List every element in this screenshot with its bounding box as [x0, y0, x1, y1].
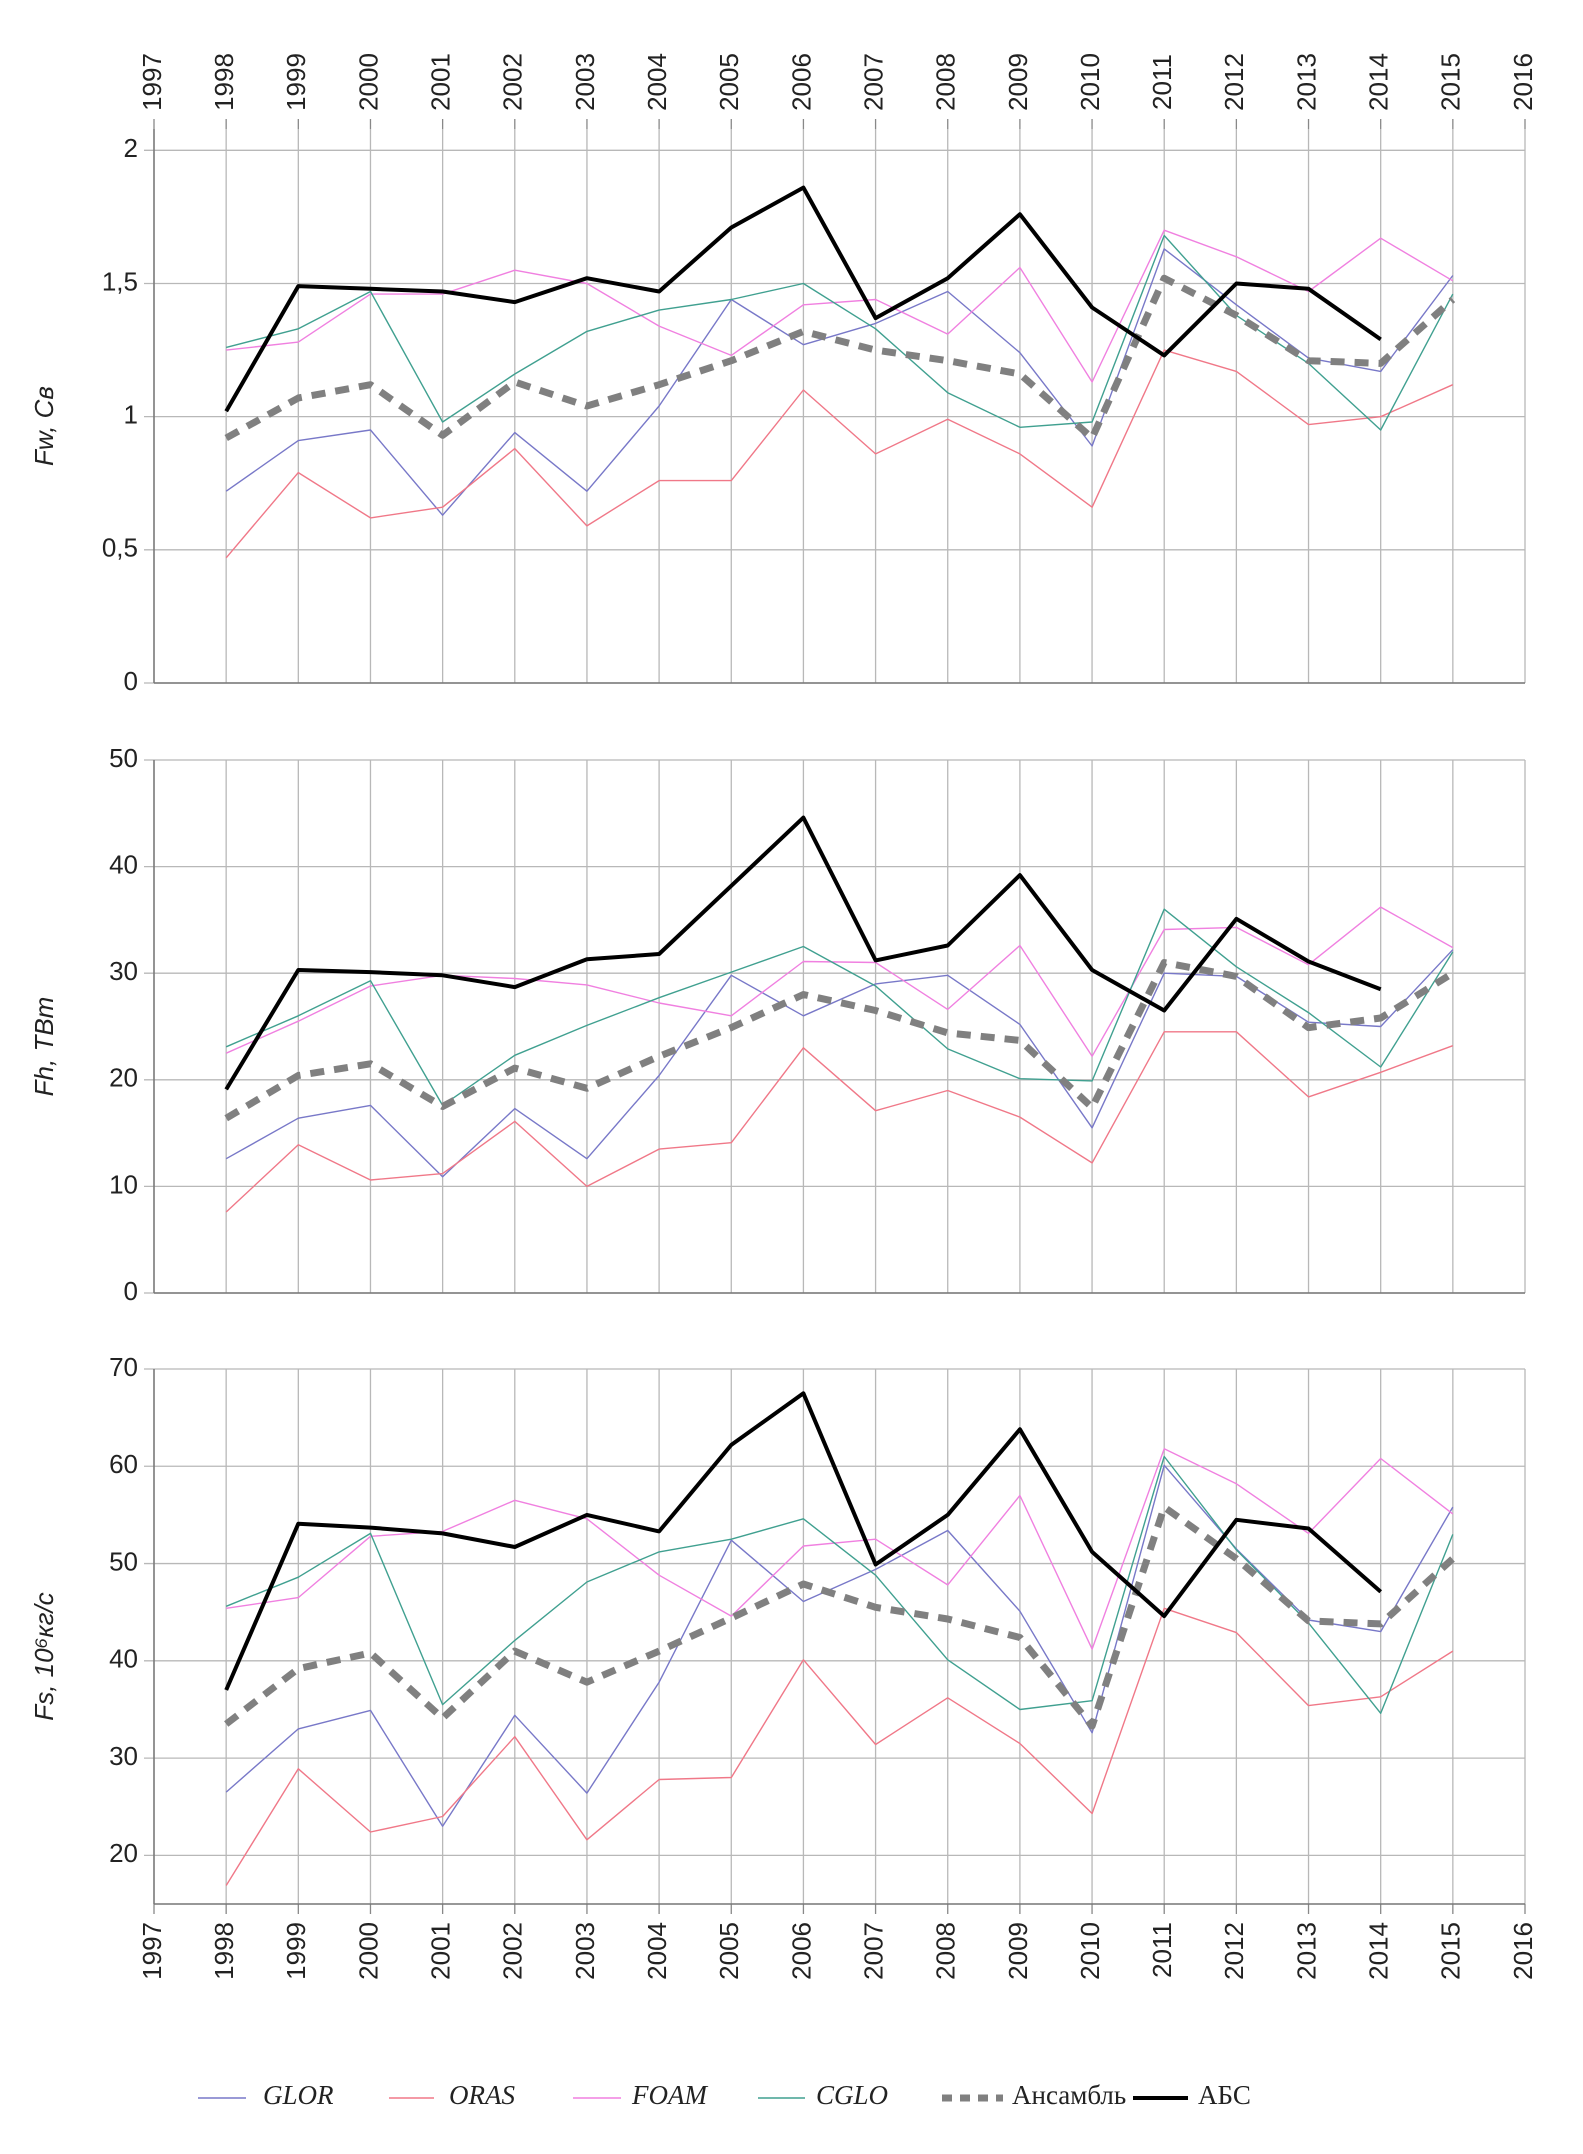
x-tick-label: 1998	[209, 53, 239, 111]
series-line	[225, 1464, 1454, 1827]
y-tick-label: 50	[109, 743, 138, 773]
x-tick-label: 2014	[1364, 53, 1394, 111]
x-tick-label: 2009	[1003, 53, 1033, 111]
x-tick-label: 1997	[137, 1922, 167, 1980]
y-tick-label: 60	[109, 1449, 138, 1479]
x-tick-label: 2016	[1508, 53, 1538, 111]
y-tick-label: 1,5	[102, 266, 138, 296]
y-tick-label: 0,5	[102, 533, 138, 563]
legend-label: Ансамбль	[1012, 2080, 1126, 2110]
x-tick-label: 2003	[570, 1922, 600, 1980]
x-tick-label: 2008	[931, 1922, 961, 1980]
series-line	[225, 1455, 1454, 1714]
legend-label: FOAM	[631, 2080, 708, 2110]
x-tick-label: 2006	[786, 1922, 816, 1980]
y-tick-label: 0	[124, 1276, 138, 1306]
series-line	[224, 185, 1382, 413]
x-tick-label: 2015	[1436, 1922, 1466, 1980]
y-axis-label: Fh, ТВт	[29, 997, 59, 1097]
x-tick-label: 2013	[1291, 53, 1321, 111]
series-line	[225, 349, 1454, 559]
x-tick-label: 2010	[1075, 1922, 1105, 1980]
x-tick-label: 2005	[714, 1922, 744, 1980]
series-line	[224, 1391, 1383, 1691]
y-tick-label: 0	[124, 666, 138, 696]
y-tick-label: 40	[109, 1644, 138, 1674]
y-tick-label: 10	[109, 1169, 138, 1199]
x-tick-label: 2001	[426, 1922, 456, 1980]
x-tick-label: 2016	[1508, 1922, 1538, 1980]
x-tick-label: 2008	[931, 53, 961, 111]
x-tick-label: 2010	[1075, 53, 1105, 111]
x-tick-label: 2000	[353, 53, 383, 111]
y-tick-label: 70	[109, 1352, 138, 1382]
x-tick-label: 2002	[498, 53, 528, 111]
x-tick-label: 2003	[570, 53, 600, 111]
x-tick-label: 1999	[281, 1922, 311, 1980]
legend-label: CGLO	[816, 2080, 888, 2110]
x-tick-label: 2001	[426, 53, 456, 111]
y-tick-label: 30	[109, 956, 138, 986]
x-tick-label: 2007	[858, 53, 888, 111]
series-line	[225, 248, 1454, 516]
x-tick-label: 2012	[1219, 1922, 1249, 1980]
y-tick-label: 50	[109, 1546, 138, 1576]
y-tick-label: 30	[109, 1741, 138, 1771]
series-line	[225, 1607, 1454, 1886]
x-tick-label: 2011	[1147, 54, 1177, 110]
x-tick-label: 2013	[1291, 1922, 1321, 1980]
legend-label: АБС	[1198, 2080, 1251, 2110]
x-tick-label: 2015	[1436, 53, 1466, 111]
series-line	[224, 815, 1382, 1091]
x-tick-label: 2002	[498, 1922, 528, 1980]
series-line	[225, 906, 1454, 1057]
series-line	[225, 949, 1454, 1178]
x-tick-label: 2000	[353, 1922, 383, 1980]
x-tick-label: 2009	[1003, 1922, 1033, 1980]
x-tick-label: 2011	[1147, 1922, 1177, 1978]
legend-label: GLOR	[263, 2080, 334, 2110]
series-line	[224, 959, 1455, 1122]
x-tick-label: 1999	[281, 53, 311, 111]
y-tick-label: 20	[109, 1838, 138, 1868]
y-axis-label: Fw, Св	[29, 386, 59, 466]
x-tick-label: 2005	[714, 53, 744, 111]
series-line	[224, 1503, 1456, 1730]
x-tick-label: 2006	[786, 53, 816, 111]
y-tick-label: 20	[109, 1063, 138, 1093]
x-tick-label: 2012	[1219, 53, 1249, 111]
legend-label: ORAS	[449, 2080, 515, 2110]
y-tick-label: 1	[124, 400, 138, 430]
y-axis-label: Fs, 10⁶кг/с	[29, 1592, 59, 1720]
series-line	[225, 908, 1454, 1107]
x-tick-label: 2007	[858, 1922, 888, 1980]
series-line	[226, 229, 1454, 383]
x-tick-label: 1997	[137, 53, 167, 111]
series-line	[224, 274, 1456, 442]
x-tick-label: 2004	[642, 53, 672, 111]
x-tick-label: 2004	[642, 1922, 672, 1980]
y-tick-label: 40	[109, 849, 138, 879]
series-line	[225, 1031, 1454, 1213]
y-tick-label: 2	[124, 133, 138, 163]
x-tick-label: 1998	[209, 1922, 239, 1980]
x-tick-label: 2014	[1364, 1922, 1394, 1980]
